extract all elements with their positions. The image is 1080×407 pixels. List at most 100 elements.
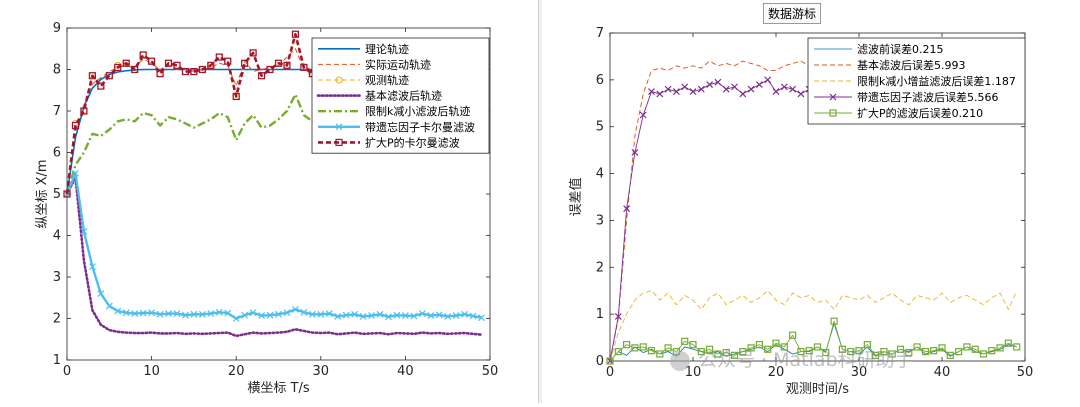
legend-marker [335,76,343,84]
data-point [165,310,172,317]
data-point [847,348,855,356]
datatip-title-box[interactable]: 数据游标 [763,3,822,24]
legend: 滤波前误差0.215 基本滤波后误差5.993 限制k减小增益滤波后误差1.187 带… [807,37,1026,125]
legend-marker [335,138,343,146]
data-point [664,85,672,93]
y-tick-label: 3 [53,270,61,285]
data-point [681,337,689,345]
data-point [979,350,988,358]
series-line [65,176,483,338]
data-point [461,310,469,318]
data-point [249,309,257,317]
data-point [114,63,122,72]
legend-label: 基本滤波后误差5.993 [857,58,966,72]
legend-label: 带遗忘因子滤波后误差5.566 [857,90,999,104]
series-5 [65,93,483,195]
data-point [639,111,647,119]
data-point [739,90,747,98]
legend: 理论轨迹实际运动轨迹观测轨迹基本滤波后轨迹限制k减小滤波后轨迹带遗忘因子卡尔曼滤… [311,37,490,154]
data-point [122,309,130,317]
x-tick-label: 10 [143,364,160,379]
y-tick-label: 6 [53,146,61,161]
series-4 [65,176,483,338]
data-point [739,348,747,356]
data-point [88,72,96,80]
y-tick-label: 2 [596,260,604,275]
data-point [427,312,435,320]
data-point [198,310,206,318]
data-point [772,339,780,347]
data-point [63,190,71,198]
data-point [747,85,755,93]
data-point [647,347,656,355]
data-point [731,83,738,91]
data-point [131,310,139,317]
data-point [97,82,105,90]
data-point [224,309,232,317]
data-point [905,348,913,357]
legend-marker [335,123,343,131]
y-tick-label: 5 [596,120,604,135]
data-point [308,310,316,318]
x-tick-label: 0 [606,365,614,380]
data-point [105,72,113,80]
data-point [283,61,291,69]
data-point [656,90,664,98]
legend-label: 理论轨迹 [365,42,409,56]
y-tick-label: 4 [53,229,61,244]
data-point [988,347,996,355]
data-point [131,65,139,74]
data-point [631,344,639,352]
series-line [609,290,1018,362]
series-6 [63,169,485,322]
data-point [631,149,639,156]
data-point [258,312,266,320]
legend-label: 限制k减小滤波后轨迹 [365,104,470,118]
data-point [359,313,367,320]
data-point [156,70,164,78]
data-point [797,348,805,356]
data-point [410,312,418,320]
y-tick-label: 3 [596,213,604,228]
data-point [266,65,274,74]
legend-label: 扩大P的卡尔曼滤波 [365,135,460,149]
data-point [606,357,614,365]
data-point [182,311,189,319]
data-point [772,88,780,95]
data-point [156,310,164,318]
data-point [317,310,325,318]
data-point [838,345,846,353]
data-point [614,348,622,356]
y-tick-label: 0 [596,354,604,369]
data-point [249,49,257,57]
data-point [88,263,96,271]
data-point [1004,339,1012,347]
data-point [291,305,299,313]
data-point [714,78,722,86]
y-tick-label: 7 [53,104,61,119]
x-tick-label: 20 [768,365,785,380]
series-line [609,320,1017,362]
data-point [148,57,156,65]
y-tick-label: 4 [596,167,604,182]
data-point [797,90,805,98]
data-point [190,67,198,76]
data-point [173,310,181,317]
data-point [648,88,655,95]
data-point [946,351,954,359]
data-point [257,72,266,80]
data-point [747,344,755,352]
legend-label: 扩大P的滤波后误差0.210 [857,106,983,120]
data-point [822,348,830,357]
data-point [215,53,223,61]
data-point [401,312,409,320]
data-point [656,350,664,358]
data-point [478,314,485,322]
y-tick-label: 1 [53,353,61,368]
data-point [300,63,308,72]
x-axis-label: 横坐标 T/s [247,381,309,396]
data-point [300,308,308,316]
y-axis-label: 纵坐标 X/m [35,159,50,228]
data-point [198,65,206,74]
data-point [181,67,190,76]
